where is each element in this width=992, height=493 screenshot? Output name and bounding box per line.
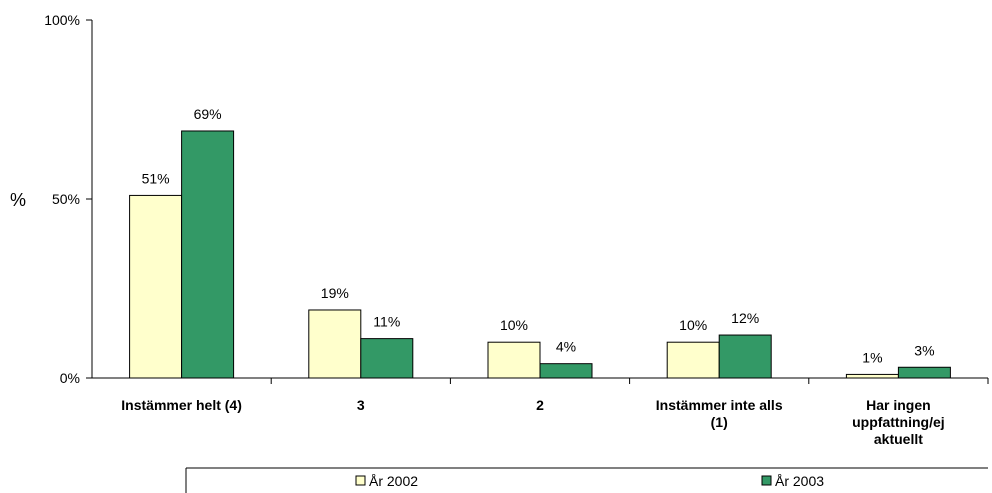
data-label: 4% — [556, 339, 576, 355]
x-category-label: Instämmer helt (4) — [121, 397, 242, 413]
y-tick-label: 100% — [44, 12, 80, 28]
x-category-label-line: Instämmer inte alls — [656, 397, 783, 413]
data-label: 10% — [500, 317, 528, 333]
x-category-label: Instämmer inte alls (1) — [656, 397, 783, 430]
bar-År 2002 — [845, 373, 899, 379]
bar-År 2002 — [308, 309, 362, 379]
labels: 51% 69% Instämmer helt (4) 19% 11% 3 10% 4% 2 10%… — [121, 106, 944, 447]
data-label: 3% — [914, 342, 934, 358]
x-category-label-line: (1) — [711, 414, 728, 430]
legend-label: År 2002 — [369, 473, 418, 489]
bar-År 2003 — [360, 338, 414, 379]
x-category-label-line: uppfattning/ej — [852, 414, 945, 430]
data-label: 10% — [679, 317, 707, 333]
y-tick-label: 50% — [52, 191, 80, 207]
data-label: 19% — [321, 285, 349, 301]
bar-År 2003 — [897, 366, 951, 379]
y-axis-label: % — [10, 190, 26, 210]
legend: År 2002 År 2003 — [185, 467, 988, 493]
x-category-label-line: Har ingen — [866, 397, 931, 413]
data-label: 12% — [731, 310, 759, 326]
bar-År 2002 — [666, 341, 720, 379]
legend-swatch — [355, 475, 366, 486]
x-category-label: 2 — [536, 397, 544, 413]
bars — [129, 130, 951, 379]
bar-År 2003 — [181, 130, 235, 379]
x-category-label: 3 — [357, 397, 365, 413]
x-category-label: Har ingen uppfattning/ej aktuellt — [852, 397, 945, 447]
x-category-label-line: aktuellt — [874, 431, 923, 447]
data-label: 51% — [142, 170, 170, 186]
y-tick-label: 0% — [60, 370, 80, 386]
legend-label: År 2003 — [775, 473, 824, 489]
data-label: 1% — [862, 349, 882, 365]
x-category-label-line: 2 — [536, 397, 544, 413]
bar-År 2003 — [718, 334, 772, 379]
data-label: 11% — [373, 314, 400, 330]
x-category-label-line: Instämmer helt (4) — [121, 397, 242, 413]
bar-År 2002 — [487, 341, 541, 379]
data-label: 69% — [194, 106, 222, 122]
x-category-label-line: 3 — [357, 397, 365, 413]
legend-swatch — [761, 475, 772, 486]
axes: 0% 50% 100%% — [10, 12, 989, 386]
bar-År 2002 — [129, 194, 183, 379]
bar-År 2003 — [539, 363, 593, 379]
